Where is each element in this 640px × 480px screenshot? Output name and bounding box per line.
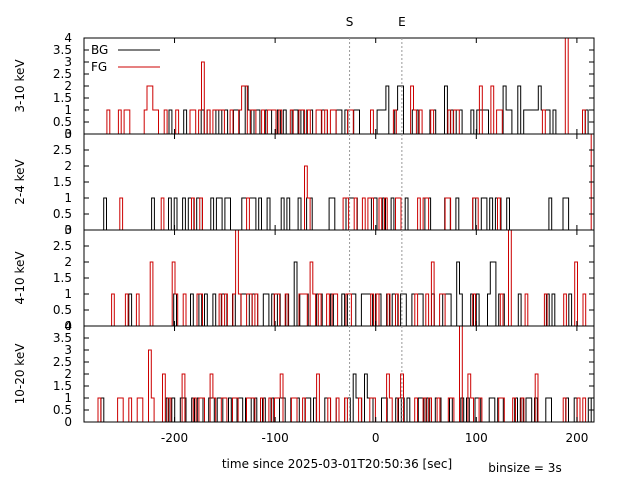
y-tick-label: 0.5 xyxy=(53,403,72,417)
y-tick-label: 3 xyxy=(64,223,72,237)
y-tick-label: 2.5 xyxy=(53,355,72,369)
y-axis-label: 4-10 keV xyxy=(13,251,27,305)
y-tick-label: 3.5 xyxy=(53,331,72,345)
panel-2: 0 0.5 1 1.5 2 2.5 3 4-10 keV xyxy=(13,223,595,333)
y-tick-label: 0.5 xyxy=(53,303,72,317)
y-tick-label: 1.5 xyxy=(53,379,72,393)
y-tick-label: 3 xyxy=(64,127,72,141)
binsize-label: binsize = 3s xyxy=(488,461,561,475)
y-tick-label: 1 xyxy=(64,103,72,117)
series-fg-line xyxy=(84,229,594,327)
y-tick-label: 2 xyxy=(64,255,72,269)
y-tick-label: 0 xyxy=(64,319,72,333)
x-tick-label: -200 xyxy=(161,431,188,445)
y-tick-label: 2 xyxy=(64,79,72,93)
y-tick-label: 1.5 xyxy=(53,91,72,105)
series-bg-line xyxy=(84,197,594,231)
y-axis-label: 10-20 keV xyxy=(13,343,27,405)
y-tick-label: 1.5 xyxy=(53,271,72,285)
panels: 00.511.522.533.543-10 keV00.511.522.532-… xyxy=(13,31,595,429)
panel-1: 0 0.5 1 1.5 2 2.5 3 2-4 keV xyxy=(13,127,595,237)
y-tick-label: 4 xyxy=(64,319,72,333)
y-tick-label: 3 xyxy=(64,343,72,357)
x-tick-label: 100 xyxy=(465,431,488,445)
series-bg-line xyxy=(84,261,594,327)
series-fg-line xyxy=(84,325,594,423)
y-tick-label: 2 xyxy=(64,367,72,381)
y-tick-label: 1 xyxy=(64,391,72,405)
y-tick-label: 4 xyxy=(64,31,72,45)
legend: BG FG xyxy=(91,43,160,74)
y-tick-label: 0.5 xyxy=(53,115,72,129)
y-tick-label: 2.5 xyxy=(53,67,72,81)
x-axis-label: time since 2025-03-01T20:50:36 [sec] xyxy=(222,457,452,471)
y-tick-label: 2 xyxy=(64,159,72,173)
y-tick-label: 1 xyxy=(64,287,72,301)
x-tick-label: 0 xyxy=(372,431,380,445)
panel-frame xyxy=(83,133,595,231)
series-bg-line xyxy=(84,85,594,135)
y-tick-label: 2.5 xyxy=(53,239,72,253)
x-tick-label: -100 xyxy=(262,431,289,445)
y-tick-label: 3.5 xyxy=(53,43,72,57)
marker-label-e: E xyxy=(398,15,406,29)
series-fg-line xyxy=(84,133,594,231)
y-tick-label: 0 xyxy=(64,127,72,141)
y-tick-label: 3 xyxy=(64,55,72,69)
y-tick-label: 1.5 xyxy=(53,175,72,189)
x-axis: -200 -100 0 100 200 xyxy=(161,431,588,445)
y-tick-label: 2.5 xyxy=(53,143,72,157)
y-tick-label: 0 xyxy=(64,223,72,237)
y-tick-label: 0 xyxy=(64,415,72,429)
panel-frame xyxy=(83,229,595,327)
marker-label-s: S xyxy=(346,15,354,29)
legend-label-bg: BG xyxy=(91,43,108,57)
x-tick-label: 200 xyxy=(565,431,588,445)
legend-label-fg: FG xyxy=(91,60,107,74)
y-axis-label: 2-4 keV xyxy=(13,158,27,204)
y-tick-label: 0.5 xyxy=(53,207,72,221)
y-tick-label: 1 xyxy=(64,191,72,205)
y-axis-label: 3-10 keV xyxy=(13,59,27,113)
